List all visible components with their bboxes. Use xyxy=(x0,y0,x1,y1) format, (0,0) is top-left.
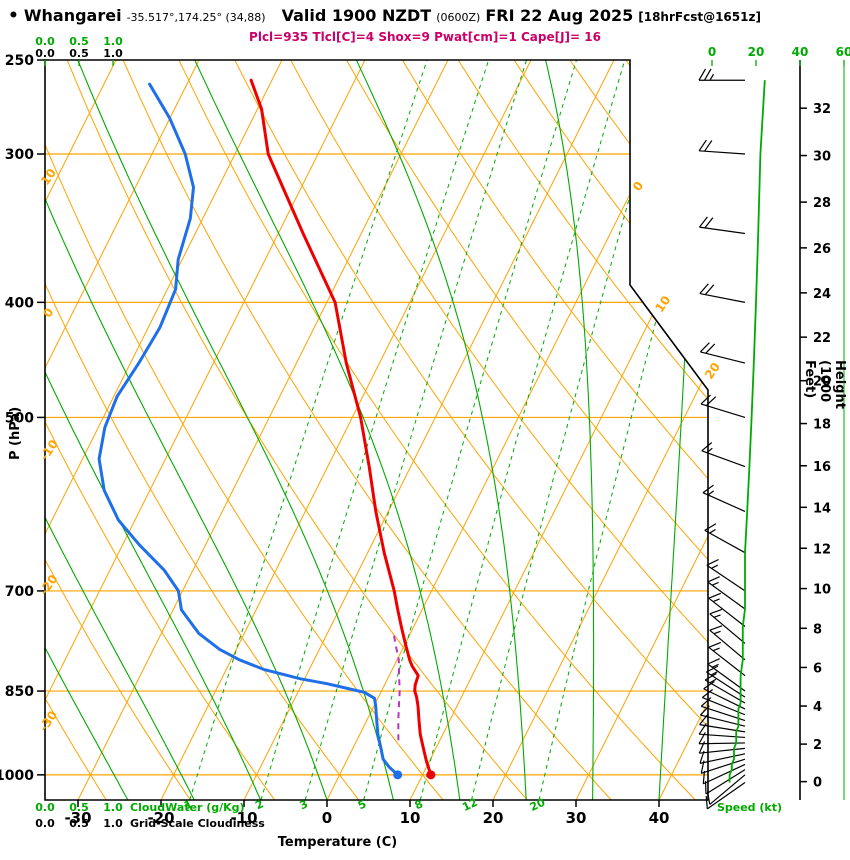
svg-text:-10: -10 xyxy=(230,809,257,827)
svg-text:2: 2 xyxy=(813,738,822,753)
pressure-axis-title: P (hPa) xyxy=(8,406,23,460)
surface-dewpoint-dot xyxy=(393,770,403,780)
svg-text:0: 0 xyxy=(630,179,646,194)
valid-time: Valid 1900 NZDT xyxy=(281,6,432,25)
cloudwater-bottom-scale-0: 0.0 xyxy=(35,801,55,814)
svg-text:0: 0 xyxy=(322,809,332,827)
forecast-info: [18hrFcst@1651z] xyxy=(638,10,761,24)
cloudwater-bottom-scale-2: 1.0 xyxy=(103,801,123,814)
svg-text:-20: -20 xyxy=(147,809,174,827)
svg-text:12: 12 xyxy=(813,542,831,557)
svg-text:24: 24 xyxy=(813,287,831,302)
station-name: Whangarei xyxy=(23,6,122,25)
cloudiness-top-scale-0: 0.0 xyxy=(35,47,55,60)
cloudwater-bottom-scale-1: 0.5 xyxy=(69,801,89,814)
valid-utc: (0600Z) xyxy=(436,11,481,24)
height-axis-title: Height (1000 Feet) xyxy=(802,360,847,409)
svg-text:4: 4 xyxy=(813,700,822,715)
svg-text:20: 20 xyxy=(702,360,723,382)
moist-adiabats-and-mixing-lines xyxy=(45,60,708,800)
temperature-axis-title: Temperature (C) xyxy=(277,835,398,850)
svg-text:300: 300 xyxy=(5,147,34,163)
svg-text:26: 26 xyxy=(813,242,831,257)
valid-date: FRI 22 Aug 2025 xyxy=(485,6,634,25)
svg-text:18: 18 xyxy=(813,418,831,433)
cloudiness-top-scale-1: 0.5 xyxy=(69,47,89,60)
wind-barbs xyxy=(393,68,766,810)
cloudwater-legend-label: CloudWater (g/Kg) xyxy=(130,801,245,814)
svg-text:20: 20 xyxy=(813,375,831,390)
svg-text:30: 30 xyxy=(566,809,587,827)
svg-text:0: 0 xyxy=(708,45,716,59)
svg-text:250: 250 xyxy=(5,53,34,69)
cloudiness-bottom-scale-1: 0.5 xyxy=(69,817,89,830)
svg-text:28: 28 xyxy=(813,196,831,211)
station-coords: -35.517°,174.25° (34,88) xyxy=(126,11,266,24)
svg-text:-30: -30 xyxy=(36,708,60,734)
svg-text:12: 12 xyxy=(460,796,479,814)
svg-text:500: 500 xyxy=(5,410,34,426)
skewt-orange-grid xyxy=(45,60,708,800)
svg-text:30: 30 xyxy=(813,150,831,165)
sounding-parameters: Plcl=935 Tlcl[C]=4 Shox=9 Pwat[cm]=1 Cap… xyxy=(249,30,601,44)
svg-text:-20: -20 xyxy=(37,572,61,598)
svg-text:0: 0 xyxy=(813,776,822,791)
cloudwater-top-scale-1: 0.5 xyxy=(69,35,89,48)
surface-temperature-dot xyxy=(426,770,436,780)
temperature-curve xyxy=(249,78,433,777)
svg-text:400: 400 xyxy=(5,295,34,311)
station-bullet-icon: • xyxy=(8,6,19,26)
cloudiness-bottom-scale-0: 0.0 xyxy=(35,817,55,830)
axes: 2503004005007008501000-30-20-10010203040… xyxy=(0,53,831,827)
plot-border xyxy=(44,59,709,801)
svg-text:-10: -10 xyxy=(37,437,61,463)
svg-text:850: 850 xyxy=(5,684,34,700)
svg-text:60: 60 xyxy=(836,45,850,59)
svg-text:40: 40 xyxy=(792,45,809,59)
svg-text:16: 16 xyxy=(813,460,831,475)
svg-text:10: 10 xyxy=(652,293,673,315)
sounding-curves xyxy=(97,78,433,777)
cloudiness-top-scale-2: 1.0 xyxy=(103,47,123,60)
parcel-curve xyxy=(392,633,401,741)
svg-text:6: 6 xyxy=(813,661,822,676)
svg-text:10: 10 xyxy=(400,809,421,827)
cloudiness-bottom-scale-2: 1.0 xyxy=(103,817,123,830)
wind-speed-profile xyxy=(728,80,766,783)
svg-text:8: 8 xyxy=(813,622,822,637)
cloudwater-top-scale-0: 0.0 xyxy=(35,35,55,48)
svg-text:32: 32 xyxy=(813,102,831,117)
svg-text:22: 22 xyxy=(813,331,831,346)
dewpoint-curve xyxy=(97,82,400,777)
svg-text:0: 0 xyxy=(40,305,56,320)
svg-text:20: 20 xyxy=(528,796,548,814)
svg-text:1000: 1000 xyxy=(0,768,34,784)
svg-text:20: 20 xyxy=(483,809,504,827)
svg-text:10: 10 xyxy=(813,583,831,598)
cloudiness-legend-label: Grid-Scale Cloudiness xyxy=(130,817,265,830)
svg-text:14: 14 xyxy=(813,501,831,516)
speed-axis-title: Speed (kt) xyxy=(716,801,782,814)
svg-text:-30: -30 xyxy=(64,809,91,827)
cloudwater-top-scale-2: 1.0 xyxy=(103,35,123,48)
svg-text:20: 20 xyxy=(748,45,765,59)
title-bar: • Whangarei -35.517°,174.25° (34,88) Val… xyxy=(8,6,761,26)
svg-text:40: 40 xyxy=(649,809,670,827)
svg-text:700: 700 xyxy=(5,584,34,600)
